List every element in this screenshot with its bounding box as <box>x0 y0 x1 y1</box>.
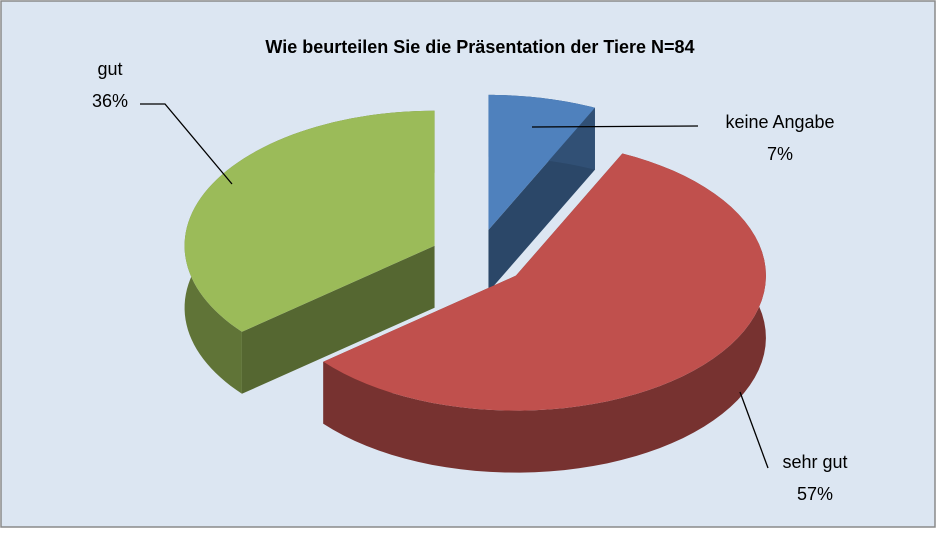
leader-line <box>531 125 699 128</box>
value-label: 36% <box>92 91 128 111</box>
category-label: keine Angabe <box>725 112 834 132</box>
leader-line <box>739 391 769 469</box>
chart-title: Wie beurteilen Sie die Präsentation der … <box>265 37 694 57</box>
category-label: sehr gut <box>782 452 847 472</box>
slice-wall <box>323 153 766 473</box>
slice <box>323 153 766 411</box>
leader-line <box>140 103 233 185</box>
category-label: gut <box>97 59 122 79</box>
value-label: 7% <box>767 144 793 164</box>
value-label: 57% <box>797 484 833 504</box>
slice <box>488 94 595 230</box>
slice-side <box>241 245 435 394</box>
slice <box>184 110 435 332</box>
